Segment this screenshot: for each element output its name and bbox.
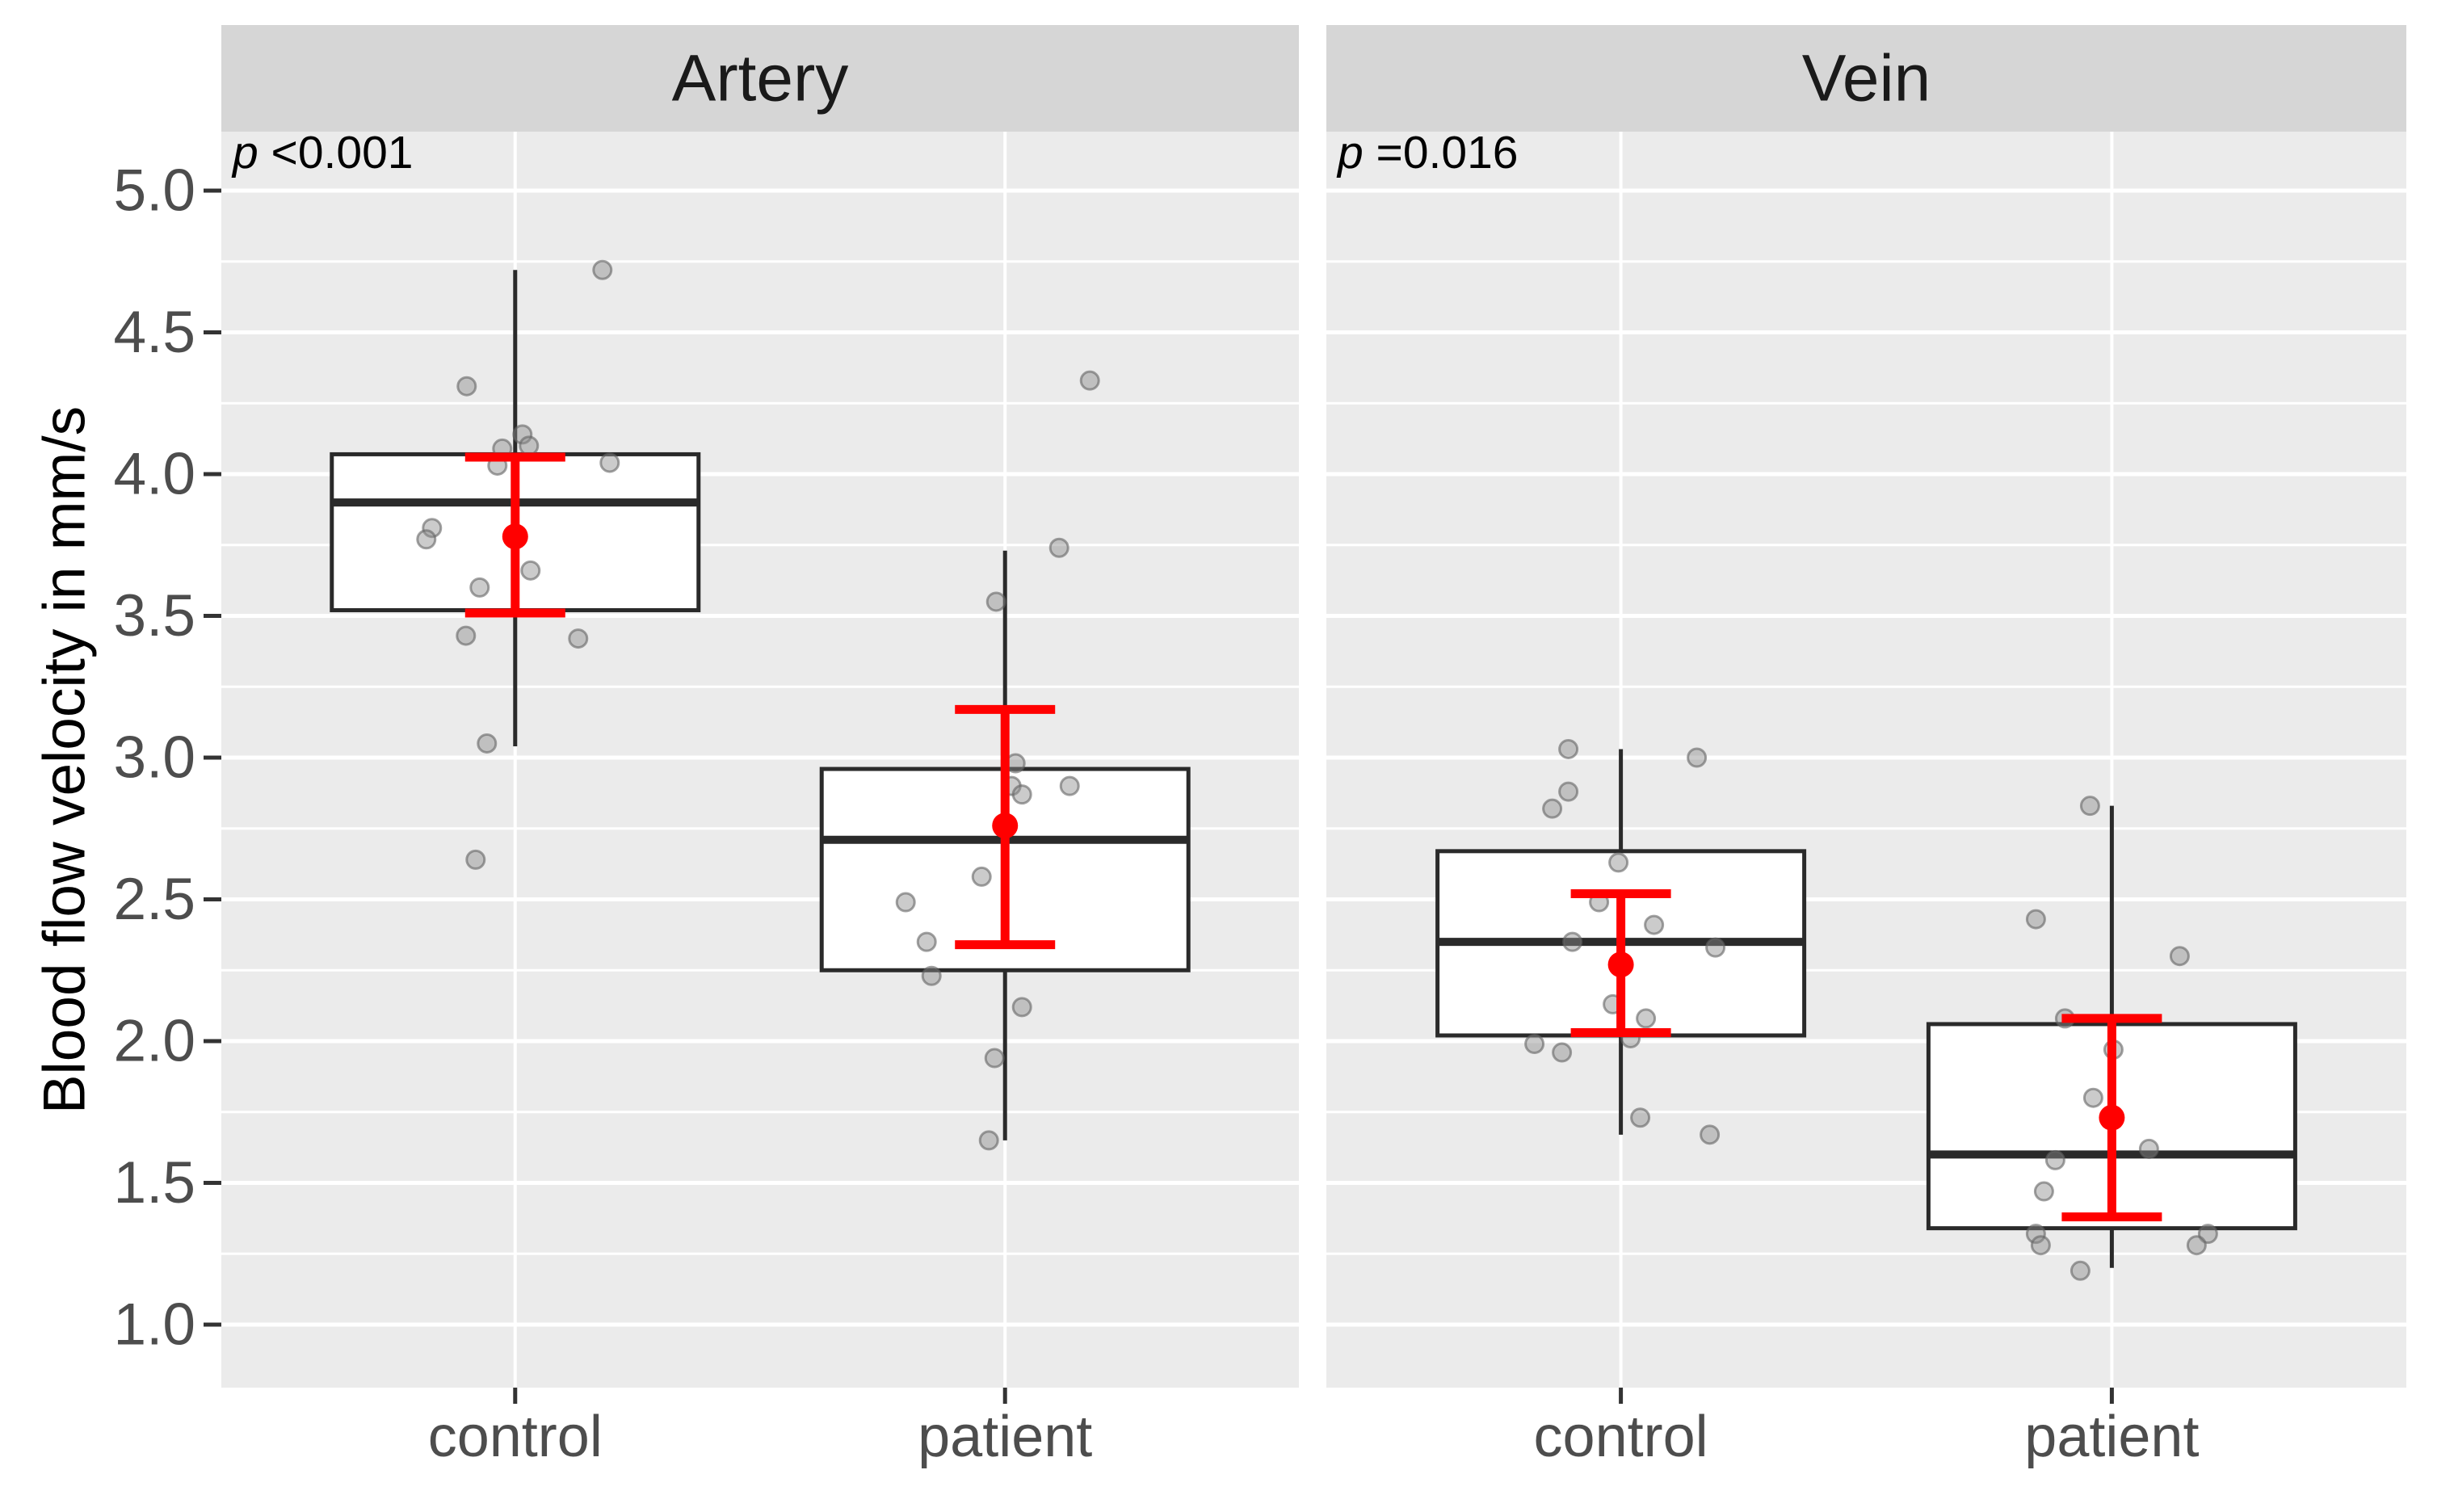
y-tick-label: 5.0 bbox=[114, 158, 195, 224]
p-value-annotation: p =0.016 bbox=[1336, 127, 1518, 178]
y-tick-label: 2.0 bbox=[114, 1009, 195, 1074]
jitter-point bbox=[1558, 738, 1579, 759]
jitter-point bbox=[1700, 1124, 1721, 1145]
jitter-point bbox=[519, 435, 540, 456]
jitter-point bbox=[1552, 1042, 1573, 1063]
jitter-point bbox=[2025, 909, 2046, 930]
jitter-point bbox=[2082, 1087, 2103, 1108]
x-tick-label: control bbox=[1534, 1405, 1708, 1469]
jitter-point bbox=[477, 733, 498, 754]
jitter-point bbox=[2033, 1181, 2054, 1202]
jitter-point bbox=[469, 577, 490, 598]
jitter-point bbox=[520, 560, 541, 581]
mean-point bbox=[502, 523, 528, 550]
jitter-point bbox=[985, 591, 1006, 612]
mean-point bbox=[2099, 1104, 2125, 1131]
jitter-point bbox=[1059, 775, 1080, 796]
jitter-point bbox=[599, 452, 620, 473]
y-tick-label: 3.0 bbox=[114, 725, 195, 791]
jitter-point bbox=[512, 424, 533, 445]
jitter-point bbox=[984, 1048, 1005, 1069]
y-tick-label: 1.5 bbox=[114, 1150, 195, 1216]
jitter-point bbox=[978, 1130, 999, 1151]
jitter-point bbox=[1558, 781, 1579, 802]
jitter-point bbox=[2044, 1149, 2065, 1170]
jitter-point bbox=[2030, 1235, 2051, 1256]
y-axis-title: Blood flow velocity in mm/s bbox=[32, 405, 98, 1115]
jitter-point bbox=[1079, 370, 1100, 391]
y-tick-label: 3.5 bbox=[114, 583, 195, 649]
x-tick-label: patient bbox=[918, 1405, 1092, 1469]
facet-strip-label: Vein bbox=[1802, 42, 1931, 116]
jitter-point bbox=[1644, 914, 1665, 935]
x-tick-label: patient bbox=[2024, 1405, 2199, 1469]
jitter-point bbox=[1562, 931, 1583, 952]
jitter-point bbox=[2079, 796, 2100, 817]
mean-point bbox=[992, 813, 1019, 839]
jitter-point bbox=[2138, 1138, 2159, 1159]
jitter-point bbox=[2186, 1235, 2207, 1256]
x-tick-label: control bbox=[428, 1405, 603, 1469]
jitter-point bbox=[416, 529, 437, 550]
facet-strip bbox=[1326, 25, 2406, 132]
jitter-point bbox=[1636, 1008, 1657, 1029]
jitter-point bbox=[1011, 997, 1032, 1018]
jitter-point bbox=[568, 628, 589, 649]
jitter-point bbox=[465, 849, 486, 870]
jitter-point bbox=[1608, 852, 1629, 873]
jitter-point bbox=[592, 259, 613, 280]
jitter-point bbox=[916, 931, 937, 952]
y-tick-label: 1.0 bbox=[114, 1292, 195, 1358]
jitter-point bbox=[895, 892, 916, 913]
jitter-point bbox=[1011, 784, 1032, 805]
jitter-point bbox=[1630, 1107, 1651, 1128]
y-tick-label: 4.5 bbox=[114, 300, 195, 365]
jitter-point bbox=[2070, 1260, 2091, 1281]
mean-point bbox=[1607, 951, 1634, 978]
jitter-point bbox=[456, 625, 477, 646]
jitter-point bbox=[1542, 798, 1563, 819]
jitter-point bbox=[456, 376, 477, 397]
jitter-point bbox=[971, 866, 992, 887]
y-tick-label: 4.0 bbox=[114, 442, 195, 507]
jitter-point bbox=[1524, 1034, 1545, 1055]
y-tick-label: 2.5 bbox=[114, 867, 195, 932]
jitter-point bbox=[921, 965, 942, 986]
facet-strip bbox=[221, 25, 1299, 132]
jitter-point bbox=[2169, 946, 2190, 967]
jitter-point bbox=[1687, 747, 1708, 768]
facet-strip-label: Artery bbox=[672, 42, 849, 116]
jitter-point bbox=[2025, 1224, 2046, 1245]
jitter-point bbox=[1705, 937, 1726, 958]
jitter-point bbox=[1048, 537, 1069, 558]
jitter-point bbox=[422, 518, 443, 539]
p-value-annotation: p <0.001 bbox=[231, 127, 413, 178]
